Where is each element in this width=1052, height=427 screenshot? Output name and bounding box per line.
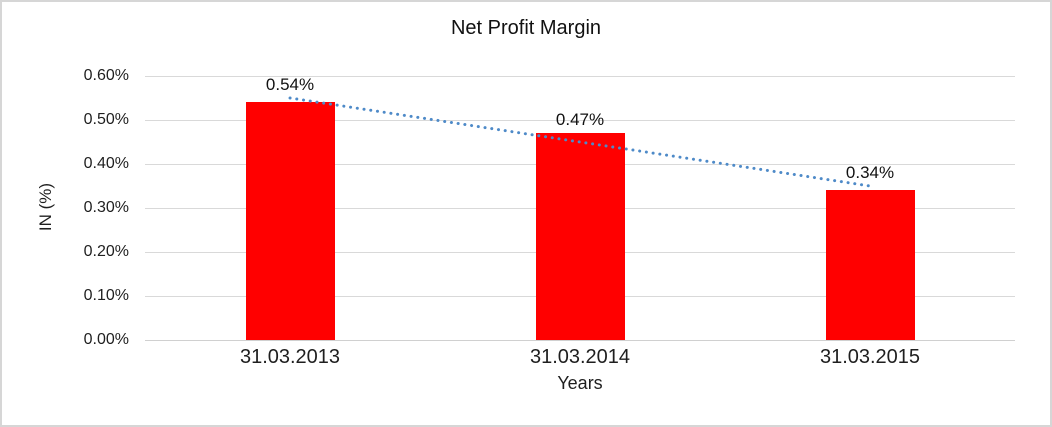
y-tick-label: 0.10% (83, 287, 129, 304)
data-label: 0.47% (555, 110, 605, 130)
y-tick-label: 0.30% (83, 199, 129, 216)
x-axis-line (145, 340, 1015, 341)
bar-31.03.2015 (825, 190, 915, 340)
data-label: 0.54% (265, 75, 315, 94)
y-tick-label: 0.40% (83, 155, 129, 172)
bar-31.03.2014 (535, 133, 625, 340)
y-tick-label: 0.20% (83, 243, 129, 260)
chart-title: Net Profit Margin (450, 17, 602, 39)
x-tick-label: 31.03.2013 (239, 346, 341, 368)
bar-31.03.2013 (245, 102, 335, 340)
y-tick-label: 0.50% (83, 111, 129, 128)
x-axis-title: Years (557, 373, 603, 393)
x-tick-label: 31.03.2015 (819, 346, 921, 368)
gridline (145, 76, 1015, 77)
data-label: 0.34% (845, 163, 895, 182)
y-tick-label: 0.00% (83, 331, 129, 348)
x-tick-label: 31.03.2014 (529, 346, 631, 368)
y-tick-label: 0.60% (83, 67, 129, 84)
